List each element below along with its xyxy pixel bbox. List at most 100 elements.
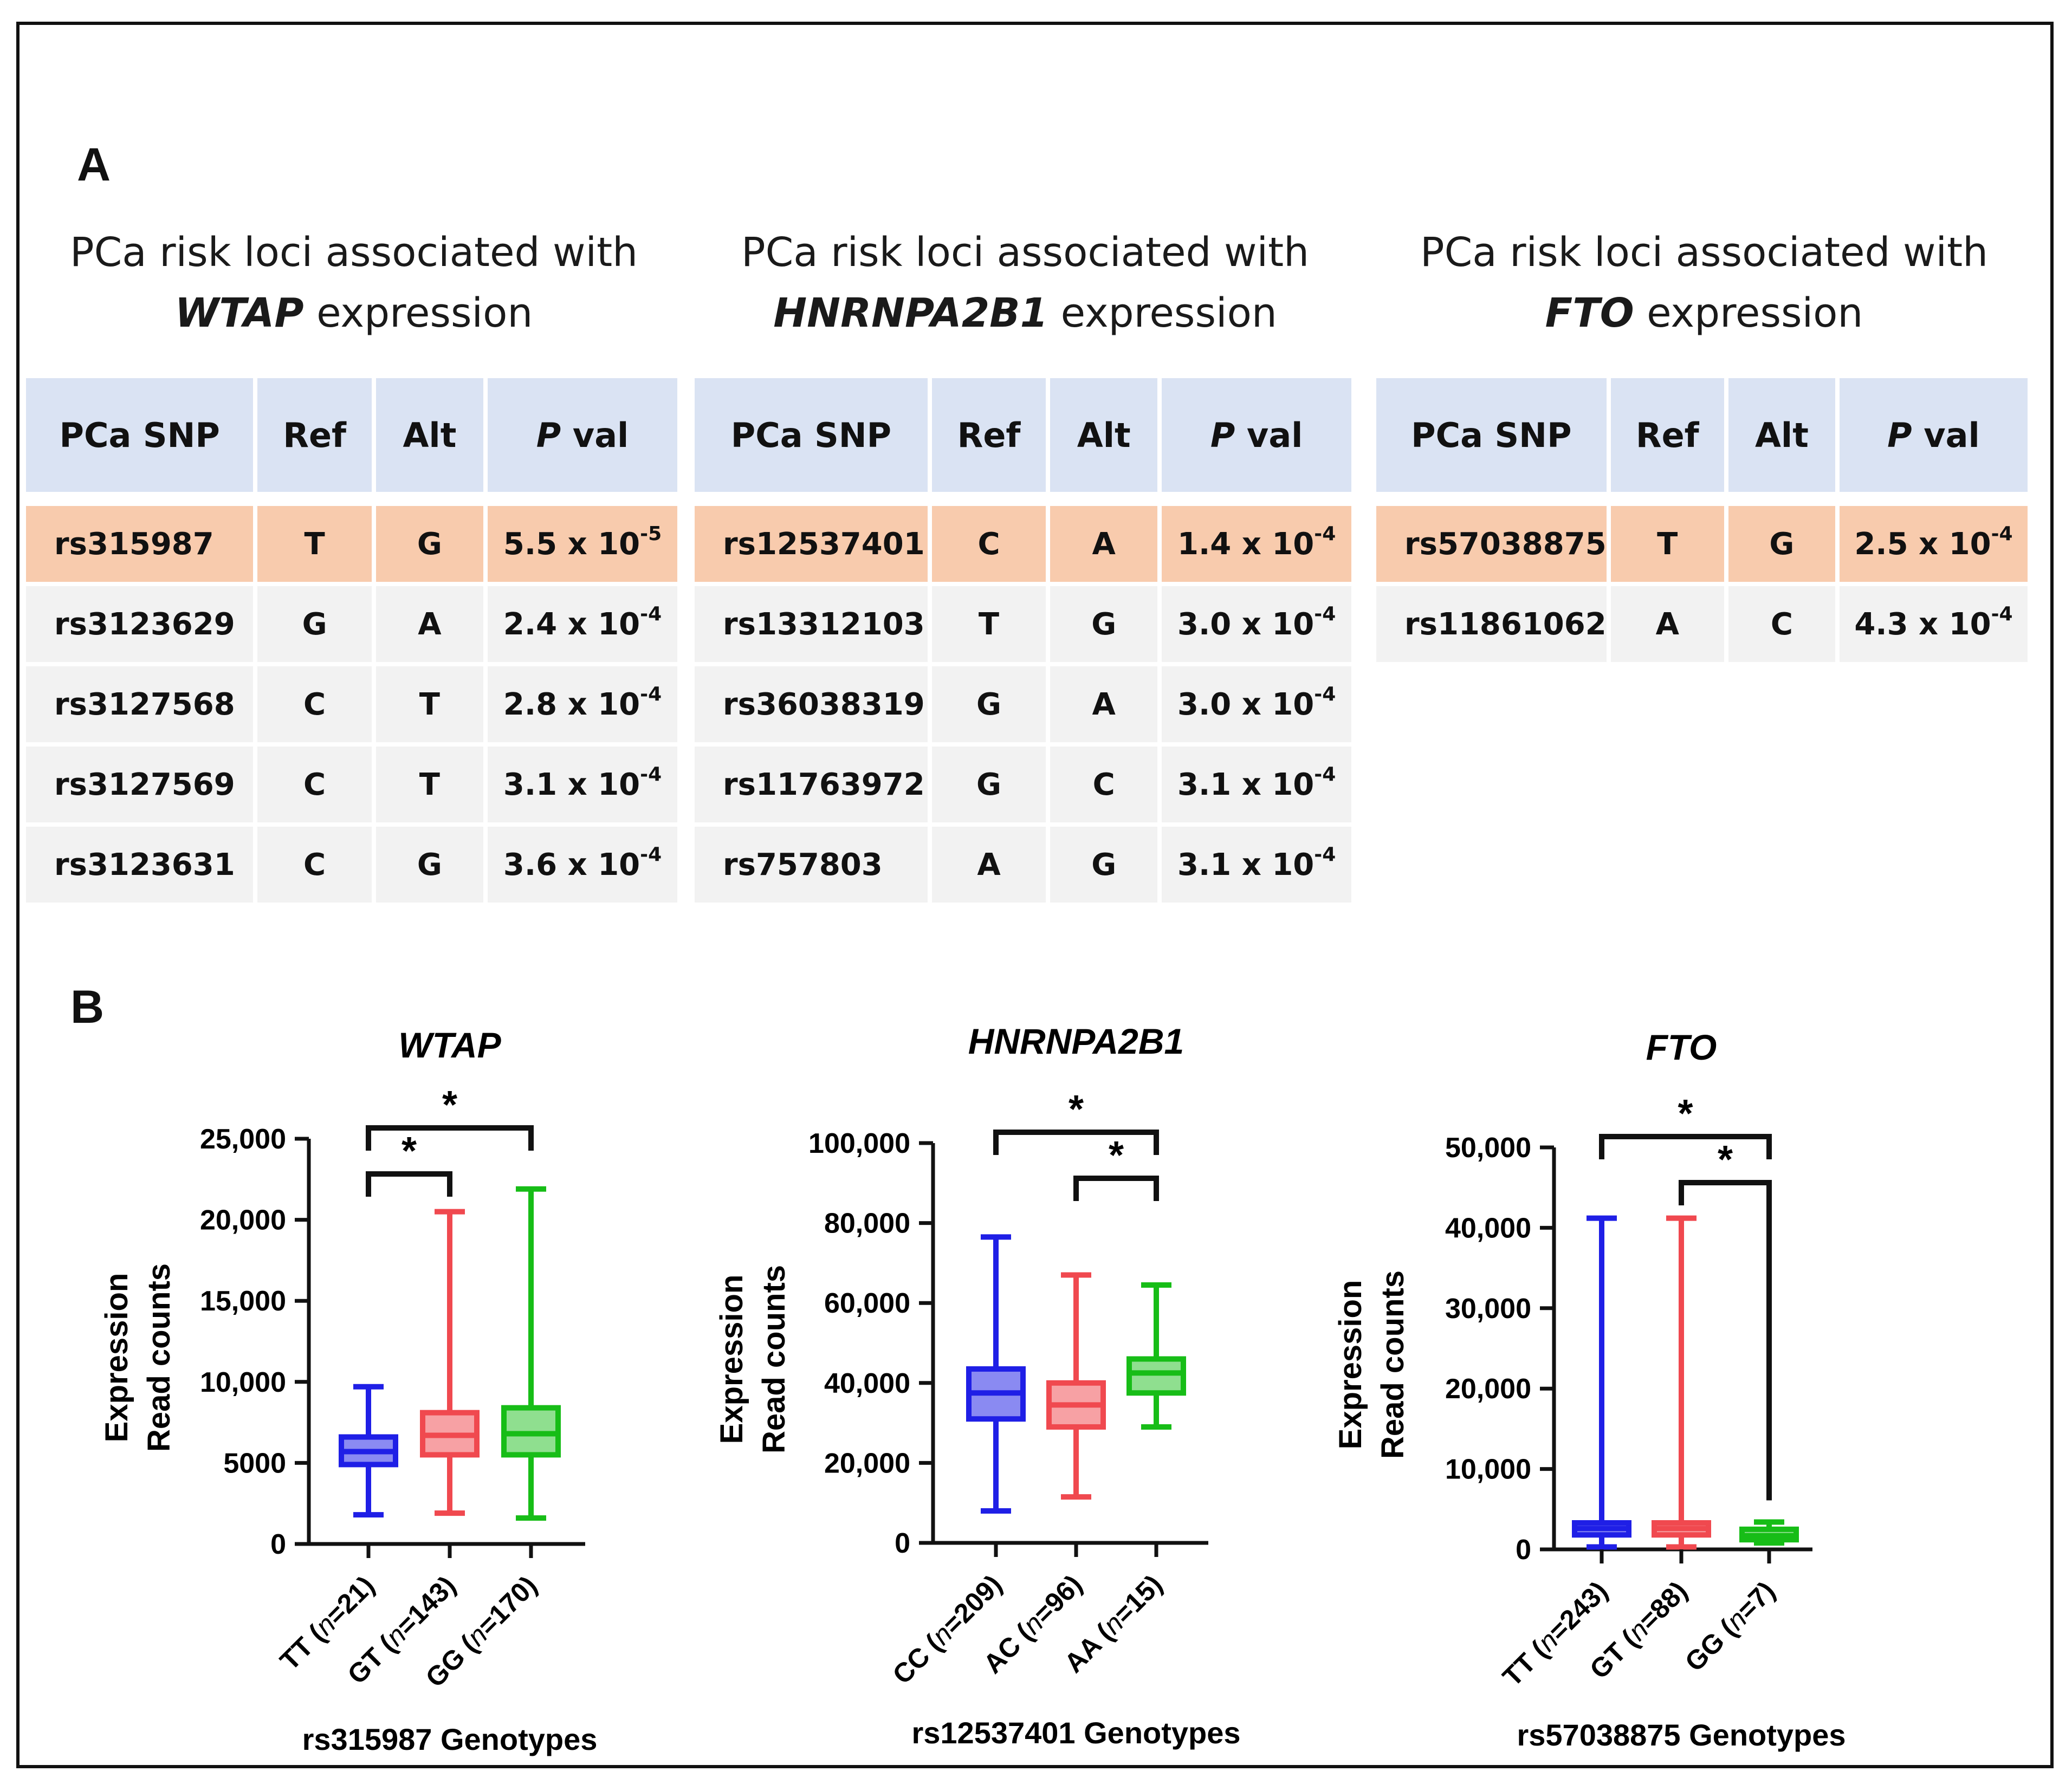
snp-id-cell: rs315987 bbox=[26, 506, 254, 582]
y-tick-label: 40,000 bbox=[1445, 1212, 1531, 1244]
significance-star: * bbox=[442, 1083, 457, 1127]
significance-bracket: * bbox=[1073, 1134, 1159, 1201]
figure-frame bbox=[16, 22, 2054, 1768]
snp-id-cell: rs11763972 bbox=[695, 747, 928, 822]
significance-bracket: * bbox=[366, 1130, 452, 1197]
y-tick-label: 25,000 bbox=[200, 1124, 286, 1155]
table-header-cell: P val bbox=[1839, 378, 2028, 492]
table-header-cell: Ref bbox=[931, 378, 1046, 492]
panel-b-label: B bbox=[70, 981, 105, 1033]
p-value-exponent: -4 bbox=[1314, 522, 1336, 545]
p-value-exponent: -4 bbox=[1314, 602, 1336, 625]
y-tick-label: 0 bbox=[895, 1528, 910, 1559]
snp-table-block-hnrnpa2b1: PCa risk loci associated with HNRNPA2B1 e… bbox=[695, 222, 1356, 907]
table-header-cell: Ref bbox=[1610, 378, 1724, 492]
alt-allele-cell: C bbox=[1050, 747, 1158, 822]
p-value-cell: 3.1 x 10-4 bbox=[488, 747, 677, 822]
p-value-cell: 2.4 x 10-4 bbox=[488, 586, 677, 662]
alt-allele-cell: A bbox=[1050, 506, 1158, 582]
y-tick-label: 50,000 bbox=[1445, 1132, 1531, 1164]
y-tick-label: 10,000 bbox=[1445, 1454, 1531, 1485]
snp-id-cell: rs3127569 bbox=[26, 747, 254, 822]
n-count: =143) bbox=[391, 1570, 462, 1641]
p-value-cell: 3.6 x 10-4 bbox=[488, 827, 677, 903]
snp-id-cell: rs13312103 bbox=[695, 586, 928, 662]
table-title: PCa risk loci associated with WTAP expres… bbox=[26, 222, 682, 374]
table-header-cell: Alt bbox=[1728, 378, 1835, 492]
table-title-suffix: expression bbox=[1647, 290, 1863, 336]
table-header-cell: P val bbox=[488, 378, 677, 492]
table-row: rs11861062 A C 4.3 x 10-4 bbox=[1376, 586, 2028, 662]
table-header-cell: PCa SNP bbox=[26, 378, 254, 492]
significance-star: * bbox=[1069, 1088, 1084, 1131]
p-value-exponent: -5 bbox=[640, 522, 662, 545]
y-tick-label: 10,000 bbox=[200, 1367, 286, 1398]
x-axis-label: rs12537401 Genotypes bbox=[911, 1716, 1240, 1750]
table-row: rs57038875 T G 2.5 x 10-4 bbox=[1376, 506, 2028, 582]
p-value-exponent: -4 bbox=[640, 683, 662, 705]
significance-bracket: * bbox=[993, 1088, 1159, 1155]
alt-allele-cell: C bbox=[1728, 586, 1835, 662]
table-row: rs3123629 G A 2.4 x 10-4 bbox=[26, 586, 677, 662]
y-tick-label: 15,000 bbox=[200, 1286, 286, 1317]
table-title-suffix: expression bbox=[316, 290, 533, 336]
p-value-exponent: -4 bbox=[640, 602, 662, 625]
ref-allele-cell: T bbox=[931, 586, 1046, 662]
ref-allele-cell: C bbox=[257, 666, 372, 742]
y-tick-label: 20,000 bbox=[824, 1448, 910, 1479]
table-header-cell: Alt bbox=[1050, 378, 1158, 492]
snp-id-cell: rs3123631 bbox=[26, 827, 254, 903]
table-title-prefix: PCa risk loci associated with bbox=[1420, 229, 1989, 276]
snp-id-cell: rs757803 bbox=[695, 827, 928, 903]
snp-table-block-fto: PCa risk loci associated with FTO express… bbox=[1376, 222, 2032, 666]
significance-bracket: * bbox=[1599, 1092, 1772, 1159]
alt-allele-cell: G bbox=[1050, 827, 1158, 903]
table-title-prefix: PCa risk loci associated with bbox=[69, 229, 638, 276]
p-value-cell: 3.1 x 10-4 bbox=[1162, 827, 1351, 903]
table-row: rs757803 A G 3.1 x 10-4 bbox=[695, 827, 1351, 903]
p-value-cell: 3.1 x 10-4 bbox=[1162, 747, 1351, 822]
x-tick-label: CC (n=209) bbox=[886, 1569, 1007, 1690]
table-header-cell: P val bbox=[1162, 378, 1351, 492]
alt-allele-cell: G bbox=[1050, 586, 1158, 662]
significance-star: * bbox=[1678, 1092, 1693, 1135]
bracket-line bbox=[1599, 1134, 1772, 1159]
x-axis-label: rs315987 Genotypes bbox=[302, 1722, 598, 1756]
x-axis-label: rs57038875 Genotypes bbox=[1517, 1718, 1846, 1752]
snp-id-cell: rs36038319 bbox=[695, 666, 928, 742]
y-tick-label: 5000 bbox=[223, 1448, 286, 1479]
p-value-cell: 2.5 x 10-4 bbox=[1839, 506, 2028, 582]
table-header-row: PCa SNP Ref Alt P val bbox=[26, 378, 677, 492]
table-title: PCa risk loci associated with HNRNPA2B1 e… bbox=[695, 222, 1356, 374]
p-value-cell: 3.0 x 10-4 bbox=[1162, 666, 1351, 742]
snp-table: PCa SNP Ref Alt P val rs12537401 C A 1.4 x 10-4… bbox=[690, 374, 1356, 907]
x-tick-label: GG (n=7) bbox=[1679, 1575, 1781, 1677]
snp-table: PCa SNP Ref Alt P val rs315987 T G 5.5 x 10-5 rs… bbox=[22, 374, 682, 907]
significance-star: * bbox=[1718, 1138, 1733, 1182]
alt-allele-cell: A bbox=[1050, 666, 1158, 742]
y-tick-label: 60,000 bbox=[824, 1288, 910, 1319]
alt-allele-cell: G bbox=[375, 827, 484, 903]
p-italic: P bbox=[1887, 415, 1912, 455]
table-title-gene: WTAP bbox=[174, 290, 304, 336]
y-axis-label: Expression bbox=[99, 1273, 134, 1443]
y-tick-label: 20,000 bbox=[200, 1205, 286, 1236]
p-value-exponent: -4 bbox=[640, 763, 662, 786]
p-value-cell: 4.3 x 10-4 bbox=[1839, 586, 2028, 662]
table-row: rs3127568 C T 2.8 x 10-4 bbox=[26, 666, 677, 742]
table-row: rs3123631 C G 3.6 x 10-4 bbox=[26, 827, 677, 903]
table-row: rs12537401 C A 1.4 x 10-4 bbox=[695, 506, 1351, 582]
table-row: rs36038319 G A 3.0 x 10-4 bbox=[695, 666, 1351, 742]
y-axis-label: Expression bbox=[1333, 1280, 1368, 1450]
iqr-box bbox=[1126, 1356, 1186, 1396]
snp-id-cell: rs11861062 bbox=[1376, 586, 1607, 662]
y-tick-label: 20,000 bbox=[1445, 1373, 1531, 1405]
p-italic: P bbox=[536, 415, 561, 455]
table-header-cell: PCa SNP bbox=[695, 378, 928, 492]
y-axis-label: Expression bbox=[714, 1275, 749, 1444]
p-value-cell: 3.0 x 10-4 bbox=[1162, 586, 1351, 662]
snp-table-block-wtap: PCa risk loci associated with WTAP expres… bbox=[26, 222, 682, 907]
ref-allele-cell: G bbox=[931, 666, 1046, 742]
ref-allele-cell: C bbox=[257, 747, 372, 822]
